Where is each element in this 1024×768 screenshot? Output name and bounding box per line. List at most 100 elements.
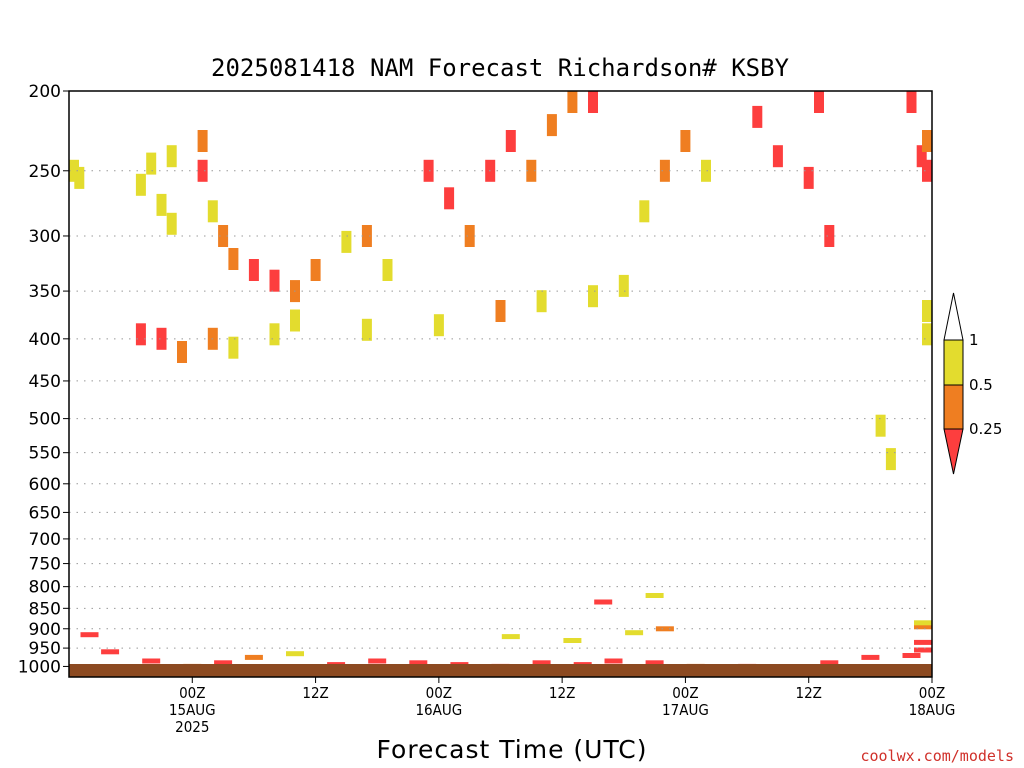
heatmap-cell [532,660,551,666]
heatmap-cell [902,653,921,658]
heatmap-cell [526,159,537,182]
heatmap-cell [701,159,711,182]
y-tick-label: 250 [29,162,61,182]
colorbar-bottom-arrow [943,428,964,475]
y-tick-label: 800 [29,578,61,598]
heatmap-cell [914,639,932,645]
heatmap-cell [156,193,167,216]
heatmap-cell [588,285,598,308]
heatmap-cell [197,130,208,152]
heatmap-cell [645,660,664,666]
heatmap-cell [244,654,263,660]
colorbar-label: 0.5 [969,376,993,394]
heatmap-cell [218,225,229,247]
heatmap-cell [680,130,691,152]
x-tick-label: 17AUG [662,701,709,719]
heatmap-cell [505,130,516,152]
heatmap-cell [495,300,506,322]
heatmap-cell [74,166,85,189]
x-tick-label: 00Z [919,684,945,702]
ground-strip [69,664,932,677]
heatmap-cell [645,593,664,598]
heatmap-cell [567,91,578,113]
y-tick-label: 1000 [18,657,61,677]
heatmap-cell [914,620,932,626]
x-axis-label: Forecast Time (UTC) [377,735,648,764]
heatmap-cell [594,599,613,605]
heatmap-cell [922,159,932,182]
y-tick-label: 750 [29,555,61,575]
x-tick-label: 00Z [179,684,205,702]
heatmap-cell [423,159,434,182]
y-tick-label: 850 [29,599,61,619]
heatmap-cell [341,230,352,253]
heatmap-cell [885,448,896,471]
y-tick-label: 900 [29,620,61,640]
heatmap-cell [639,200,650,223]
heatmap-cell [361,225,372,247]
plot-frame [68,90,933,678]
chart-title: 2025081418 NAM Forecast Richardson# KSBY [211,54,790,82]
heatmap-cell [146,152,157,175]
heatmap-cell [214,660,233,666]
heatmap-cell [820,660,839,666]
heatmap-cell [625,630,644,636]
heatmap-cell [310,259,321,281]
heatmap-cell [861,654,880,660]
heatmap-cell [361,318,372,341]
heatmap-cells [69,91,932,671]
y-tick-label: 450 [29,372,61,392]
y-tick-label: 200 [29,82,61,102]
heatmap-cell [433,314,444,337]
heatmap-cell [135,323,146,346]
y-tick-label: 950 [29,639,61,659]
y-tick-label: 500 [29,410,61,430]
x-tick-label: 2025 [175,718,209,736]
heatmap-cell [501,634,520,640]
heatmap-cell [546,114,557,137]
x-tick-label: 00Z [672,684,698,702]
y-tick-label: 300 [29,227,61,247]
x-tick-label: 15AUG [169,701,216,719]
heatmap-cell [906,91,917,113]
heatmap-cell [286,651,304,657]
x-tick-label: 18AUG [909,701,956,719]
heatmap-cell [814,91,824,113]
heatmap-cell [228,336,239,359]
heatmap-cell [803,166,814,189]
heatmap-cell [228,248,239,270]
ground-fill [69,664,932,677]
heatmap-cell [922,300,932,322]
heatmap-cell [916,145,927,168]
y-tick-label: 550 [29,444,61,464]
heatmap-cell [248,259,259,281]
heatmap-cell [69,159,79,182]
x-tick-label: 00Z [426,684,452,702]
x-tick-label: 16AUG [415,701,462,719]
y-tick-label: 350 [29,282,61,302]
heatmap-cell [922,130,932,152]
y-axis: 200 250 300 350 400 450 500 550 600 650 700 750 8008… [18,82,69,677]
heatmap-cell [290,309,300,332]
heatmap-cell [464,225,475,247]
heatmap-cell [655,626,674,632]
heatmap-cell [177,341,187,363]
heatmap-cell [588,91,598,113]
heatmap-cell [269,269,280,292]
heatmap-cell [166,145,177,168]
heatmap-cell [604,658,623,664]
heatmap-cell [269,323,280,346]
colorbar-bin [943,384,964,430]
heatmap-cell [101,649,120,655]
x-tick-label: 12Z [796,684,822,702]
y-tick-label: 400 [29,330,61,350]
heatmap-cell [536,290,547,313]
heatmap-cell [875,414,886,437]
heatmap-cell [156,327,167,350]
heatmap-cell [368,658,387,664]
y-tick-label: 700 [29,530,61,550]
heatmap-cell [444,187,455,210]
heatmap-cell [914,647,932,653]
colorbar-label: 0.25 [969,420,1002,438]
